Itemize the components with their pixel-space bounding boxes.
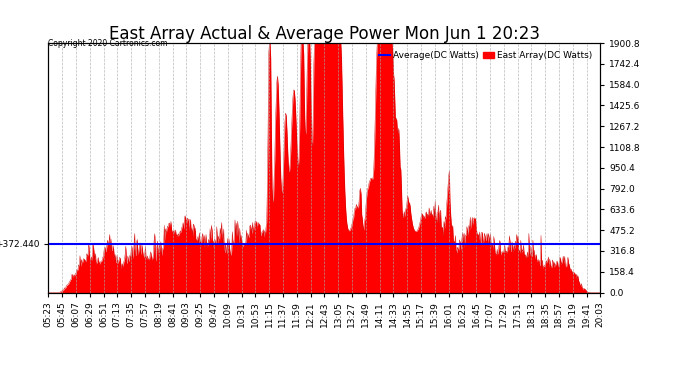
- Legend: Average(DC Watts), East Array(DC Watts): Average(DC Watts), East Array(DC Watts): [376, 48, 595, 64]
- Text: Copyright 2020 Cartronics.com: Copyright 2020 Cartronics.com: [48, 39, 168, 48]
- Title: East Array Actual & Average Power Mon Jun 1 20:23: East Array Actual & Average Power Mon Ju…: [109, 25, 540, 43]
